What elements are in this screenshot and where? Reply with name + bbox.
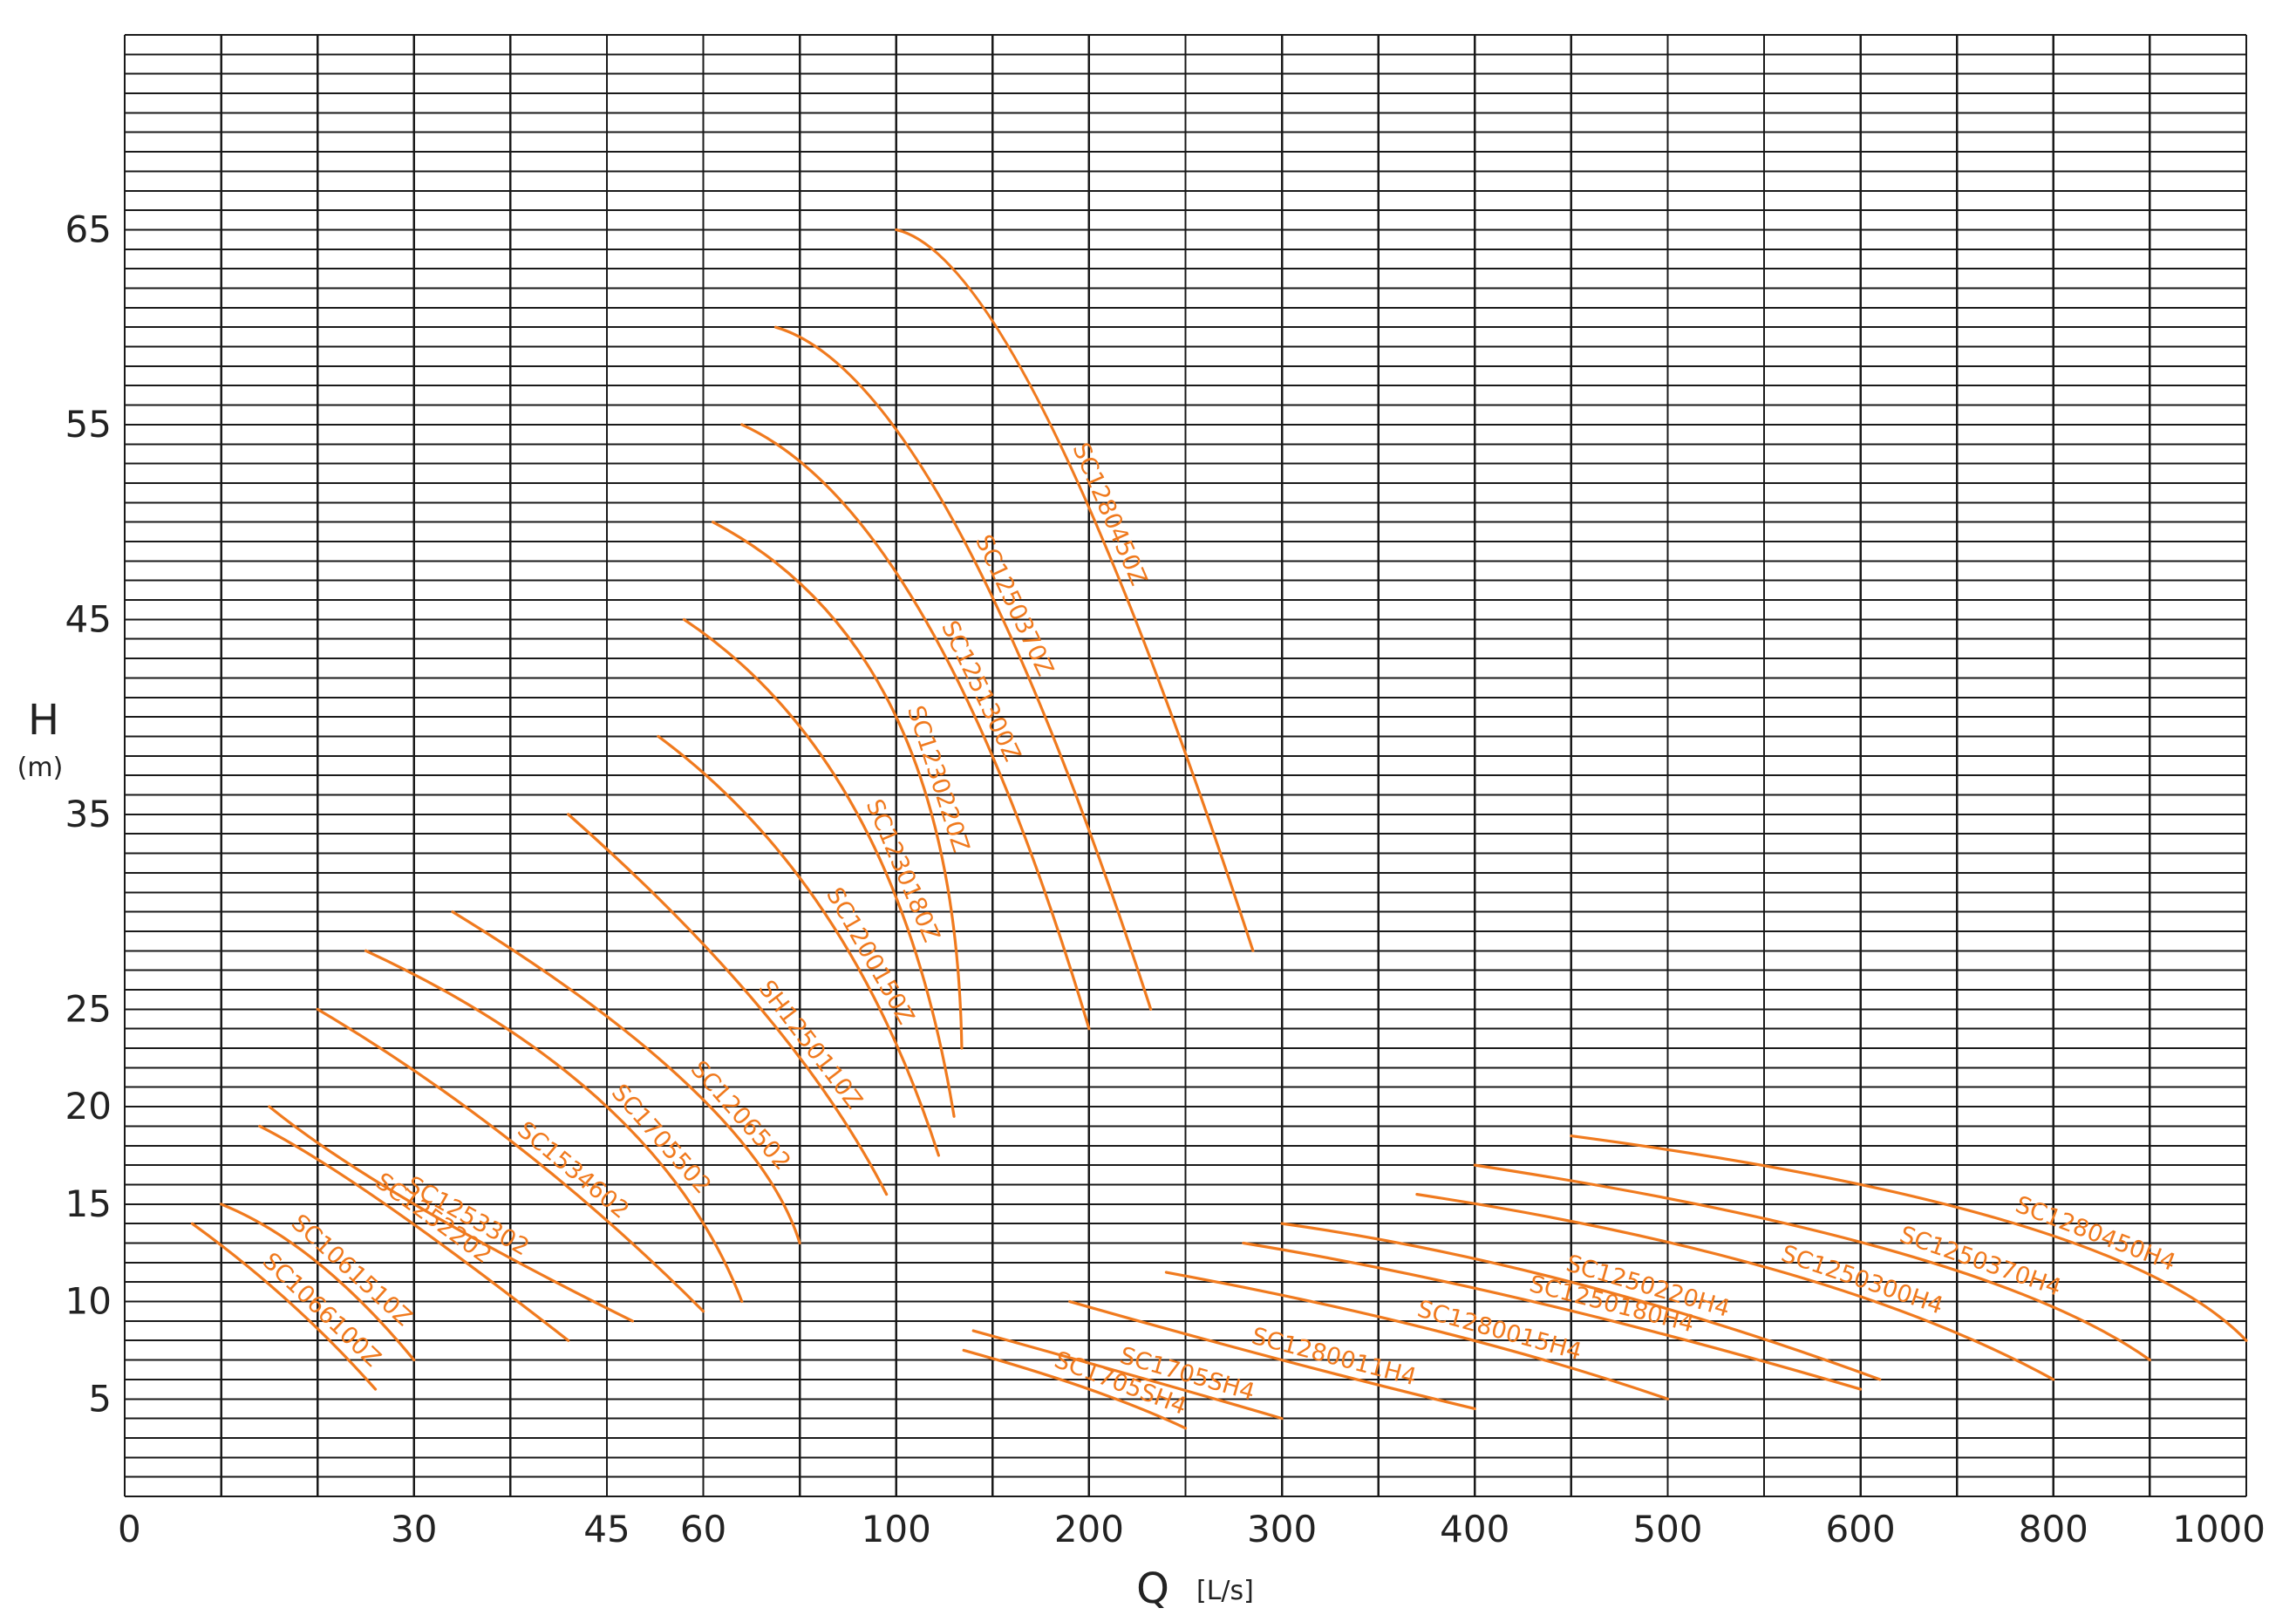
series-curve: [657, 734, 940, 1157]
series-curve: [451, 910, 801, 1245]
x-tick-labels: 0 30 45 60 100 200 300 400 500 600 800 1000: [118, 1508, 2265, 1550]
series-label: SC1206502: [685, 1056, 796, 1175]
grid: [123, 34, 2248, 1497]
x-tick-label: 500: [1632, 1508, 1702, 1550]
series-label: SC1230220Z: [902, 702, 975, 855]
x-tick-label: 200: [1054, 1508, 1124, 1550]
curves: [190, 228, 2248, 1430]
x-tick-label: 800: [2019, 1508, 2088, 1550]
y-tick-label: 25: [65, 987, 112, 1030]
series-curve: [316, 1007, 705, 1313]
series-curve: [773, 325, 1153, 1011]
y-tick-labels: 5 10 15 20 25 35 45 55 65: [65, 208, 112, 1420]
series-label: SC1534602: [512, 1116, 634, 1224]
x-axis-label: Q: [1136, 1564, 1169, 1613]
series-curve: [895, 228, 1255, 952]
y-tick-label: 65: [65, 208, 112, 250]
x-axis-unit: [L/s]: [1196, 1576, 1254, 1606]
series-curve: [567, 813, 889, 1196]
series-curve: [1242, 1241, 1863, 1391]
x-tick-label: 100: [862, 1508, 931, 1550]
y-tick-label: 10: [65, 1280, 112, 1323]
x-tick-label: 1000: [2172, 1508, 2265, 1550]
series-curve: [1415, 1193, 2055, 1381]
series-label: SC1280450Z: [1066, 439, 1152, 589]
y-tick-label: 45: [65, 597, 112, 640]
x-tick-label: 60: [680, 1508, 726, 1550]
series-curve: [971, 1329, 1284, 1421]
x-tick-label: 300: [1247, 1508, 1317, 1550]
series-curve: [682, 617, 956, 1118]
y-axis-title: H (m): [17, 696, 64, 783]
y-tick-label: 55: [65, 403, 112, 446]
series-curve: [712, 521, 964, 1050]
x-tick-label: 600: [1826, 1508, 1896, 1550]
x-tick-label: 30: [391, 1508, 437, 1550]
x-axis-title: Q [L/s]: [1136, 1564, 1254, 1613]
series-curve: [740, 423, 1091, 1031]
series-curve: [258, 1124, 570, 1342]
series-curve: [1570, 1134, 2248, 1342]
y-axis-label: H: [28, 696, 59, 745]
y-tick-label: 15: [65, 1182, 112, 1225]
y-tick-label: 35: [65, 793, 112, 835]
x-tick-label: 400: [1440, 1508, 1509, 1550]
series-curve: [1280, 1222, 1882, 1381]
series-curve: [1473, 1163, 2152, 1362]
y-tick-label: 20: [65, 1085, 112, 1128]
x-tick-label: 45: [583, 1508, 630, 1550]
y-axis-unit: (m): [17, 753, 64, 783]
series-curve: [962, 1348, 1188, 1430]
y-tick-label: 5: [88, 1377, 112, 1420]
x-tick-label: 0: [118, 1508, 141, 1550]
series-curve: [364, 949, 744, 1304]
series-curve: [1164, 1271, 1670, 1400]
series-curve: [219, 1203, 416, 1362]
series-curve: [268, 1105, 635, 1323]
curve-labels: SC1066100ZSC1061510ZSC1252202SC1253302SC…: [257, 439, 2179, 1421]
series-label: SH1250110Z: [753, 976, 867, 1114]
series-curve: [190, 1222, 378, 1391]
series-curve: [1068, 1299, 1476, 1411]
